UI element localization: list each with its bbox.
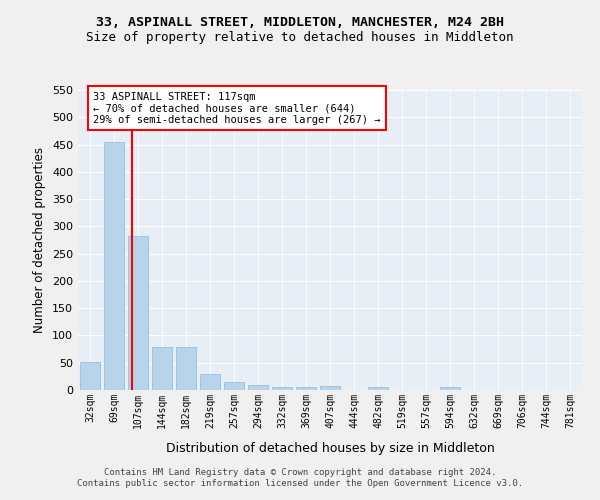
Bar: [176, 348, 196, 390]
Bar: [152, 348, 172, 390]
Text: Contains HM Land Registry data © Crown copyright and database right 2024.
Contai: Contains HM Land Registry data © Crown c…: [77, 468, 523, 487]
Bar: [128, 236, 148, 390]
Bar: [296, 388, 316, 390]
Bar: [440, 388, 460, 390]
Bar: [272, 388, 292, 390]
Text: 33, ASPINALL STREET, MIDDLETON, MANCHESTER, M24 2BH: 33, ASPINALL STREET, MIDDLETON, MANCHEST…: [96, 16, 504, 29]
Y-axis label: Number of detached properties: Number of detached properties: [34, 147, 46, 333]
Text: Size of property relative to detached houses in Middleton: Size of property relative to detached ho…: [86, 31, 514, 44]
X-axis label: Distribution of detached houses by size in Middleton: Distribution of detached houses by size …: [166, 442, 494, 455]
Bar: [80, 362, 100, 390]
Bar: [104, 142, 124, 390]
Bar: [368, 388, 388, 390]
Text: 33 ASPINALL STREET: 117sqm
← 70% of detached houses are smaller (644)
29% of sem: 33 ASPINALL STREET: 117sqm ← 70% of deta…: [93, 92, 380, 124]
Bar: [200, 374, 220, 390]
Bar: [224, 382, 244, 390]
Bar: [248, 384, 268, 390]
Bar: [320, 386, 340, 390]
